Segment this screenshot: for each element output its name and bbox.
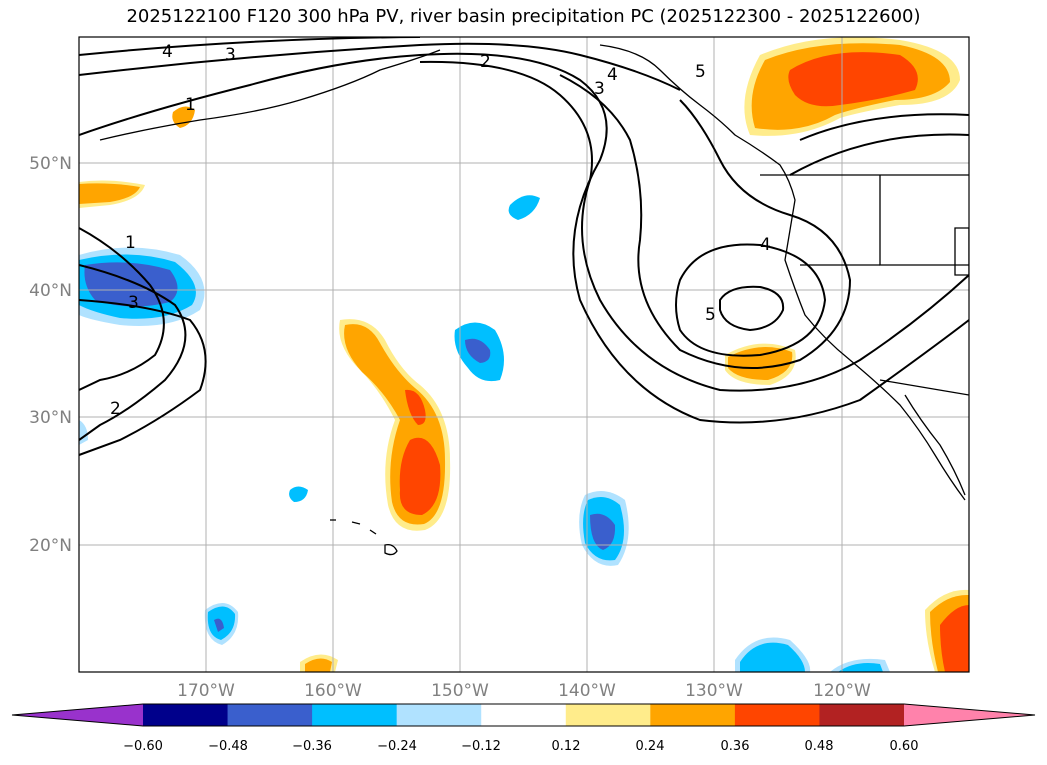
colorbar-labels: −0.60 −0.48 −0.36 −0.24 −0.12 0.12 0.24 … [123, 739, 918, 754]
colorbar-box [143, 704, 229, 726]
contour-label: 5 [705, 305, 716, 325]
colorbar-box [481, 704, 567, 726]
lon-label: 120°W [813, 681, 871, 701]
contour-label: 1 [185, 95, 196, 115]
lon-label: 170°W [177, 681, 235, 701]
colorbar-box [819, 704, 905, 726]
colorbar-tick-label: 0.36 [721, 739, 750, 754]
lat-label: 40°N [29, 281, 72, 301]
lon-label: 160°W [304, 681, 362, 701]
colorbar-tick-label: −0.24 [377, 739, 417, 754]
contour-label: 5 [695, 62, 706, 82]
contour-label: 2 [110, 399, 121, 419]
colorbar-box [734, 704, 820, 726]
contour-label: 1 [125, 233, 136, 253]
colorbar-tick-label: 0.60 [890, 739, 919, 754]
colorbar-extend-high [904, 704, 1035, 726]
colorbar-box [565, 704, 651, 726]
colorbar-tick-label: −0.60 [123, 739, 163, 754]
colorbar-tick-label: −0.12 [461, 739, 501, 754]
pv-contours [79, 37, 969, 456]
colorbar-tick-label: 0.12 [552, 739, 581, 754]
lat-label: 20°N [29, 536, 72, 556]
colorbar [11, 703, 1036, 727]
colorbar-box [312, 704, 398, 726]
colorbar-tick-label: 0.48 [805, 739, 834, 754]
precip-shading [79, 37, 969, 672]
contour-label: 3 [594, 79, 605, 99]
lat-label: 30°N [29, 408, 72, 428]
figure-title: 2025122100 F120 300 hPa PV, river basin … [126, 6, 921, 27]
colorbar-outline [11, 703, 1036, 727]
colorbar-extend-low [12, 704, 143, 726]
colorbar-tick-label: −0.36 [292, 739, 332, 754]
plot-area [79, 37, 969, 672]
contour-label: 4 [162, 42, 173, 62]
coastlines [99, 44, 969, 556]
contour-label: 4 [607, 65, 618, 85]
lat-label: 50°N [29, 154, 72, 174]
colorbar-tick-label: 0.24 [636, 739, 665, 754]
colorbar-tick-label: −0.48 [208, 739, 248, 754]
contour-label: 3 [225, 45, 236, 65]
contour-label: 3 [128, 293, 139, 313]
contour-label: 2 [480, 52, 491, 72]
colorbar-box [650, 704, 736, 726]
lon-labels: 170°W 160°W 150°W 140°W 130°W 120°W [177, 681, 871, 701]
lon-label: 130°W [685, 681, 743, 701]
contour-labels: 4 3 2 1 1 3 2 4 3 5 4 5 [110, 42, 771, 419]
plot-frame [78, 36, 970, 673]
lon-label: 140°W [558, 681, 616, 701]
colorbar-box [396, 704, 482, 726]
gridlines [79, 37, 969, 672]
lat-labels: 50°N 40°N 30°N 20°N [29, 154, 72, 556]
lon-label: 150°W [431, 681, 489, 701]
colorbar-box [227, 704, 313, 726]
contour-label: 4 [760, 235, 771, 255]
